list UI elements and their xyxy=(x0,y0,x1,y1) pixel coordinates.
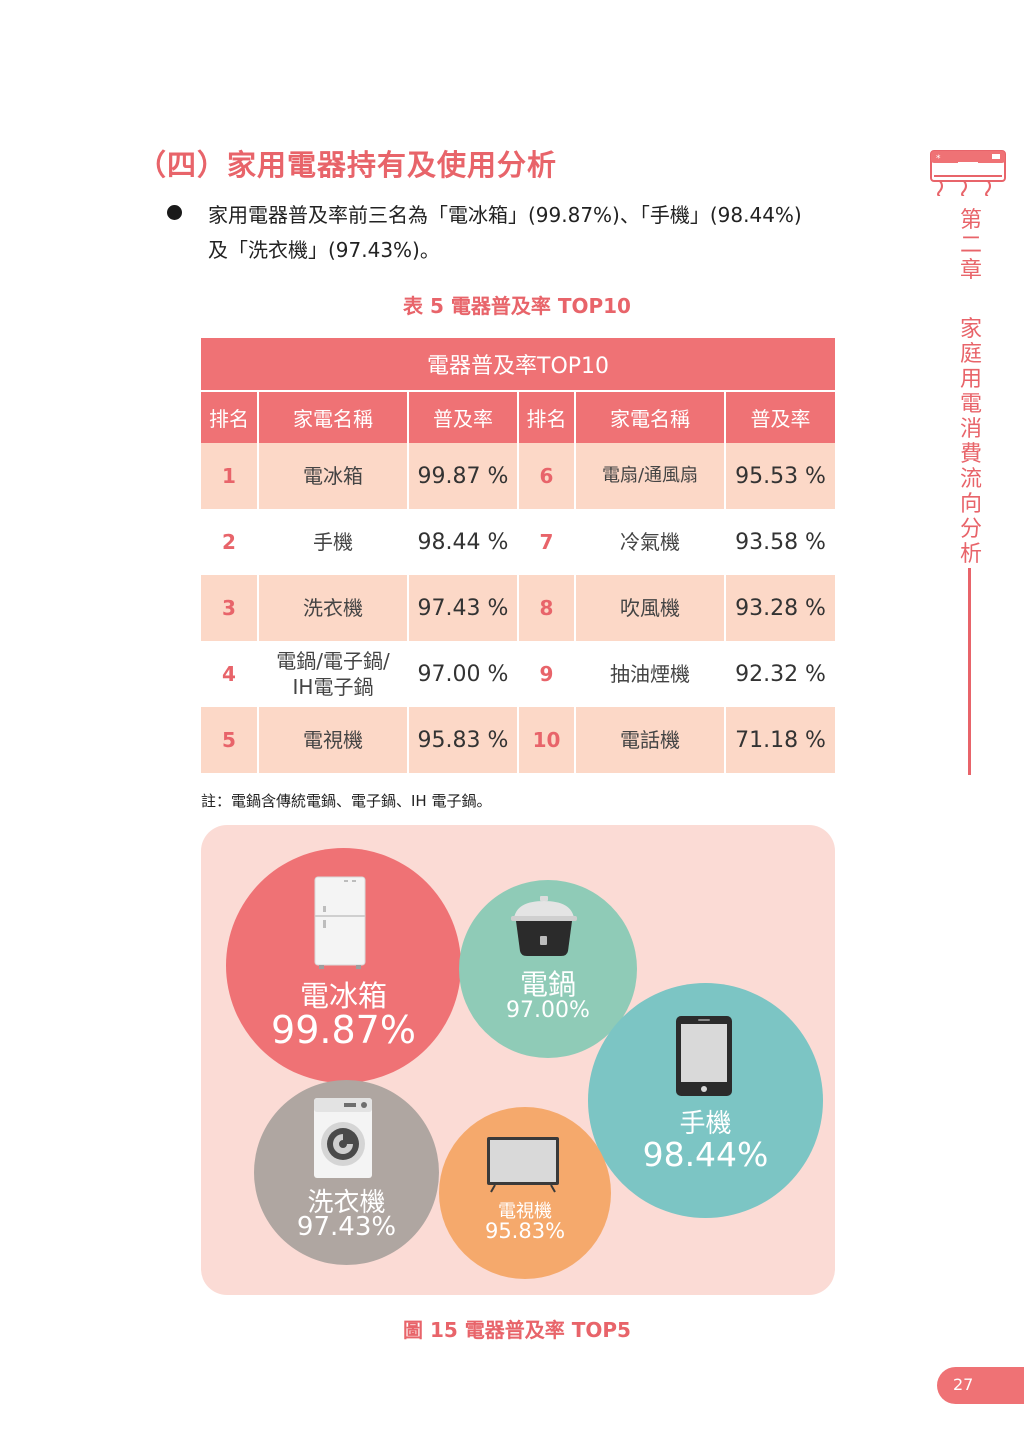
chapter-sidebar: 第二章 家庭用電消費流向分析 xyxy=(958,208,984,567)
rice-cooker-icon xyxy=(511,896,577,956)
appliance-name-cell: 手機 xyxy=(258,509,409,575)
bubble-name: 手機 xyxy=(679,1109,732,1139)
rate-cell: 93.28 % xyxy=(725,575,836,641)
col-header-name: 家電名稱 xyxy=(258,391,409,443)
bubble-mobile-phone: 手機 98.44% xyxy=(588,983,823,1218)
bullet-dot xyxy=(167,205,182,220)
bubble-refrigerator: 電冰箱 99.87% xyxy=(226,848,461,1083)
rank-cell: 3 xyxy=(201,575,259,641)
table-caption: 表 5 電器普及率 TOP10 xyxy=(403,294,631,318)
bubble-rice-cooker: 電鍋 97.00% xyxy=(459,880,637,1058)
bullet-line-1: 家用電器普及率前三名為「電冰箱」(99.87%)、「手機」(98.44%) xyxy=(208,203,802,227)
figure-caption: 圖 15 電器普及率 TOP5 xyxy=(403,1318,631,1342)
air-conditioner-icon: * xyxy=(930,150,1006,196)
washing-machine-icon xyxy=(314,1098,372,1178)
page-number: 27 xyxy=(953,1375,974,1394)
bubble-name: 洗衣機 xyxy=(307,1188,386,1218)
rank-cell: 4 xyxy=(201,641,259,707)
col-header-rank: 排名 xyxy=(201,391,259,443)
page-number-tab: 27 xyxy=(937,1367,1024,1404)
television-icon xyxy=(487,1137,559,1193)
rank-cell: 6 xyxy=(518,443,576,509)
rate-cell: 98.44 % xyxy=(408,509,519,575)
rate-cell: 93.58 % xyxy=(725,509,836,575)
rate-cell: 97.00 % xyxy=(408,641,519,707)
appliance-name-cell: 電扇/通風扇 xyxy=(575,443,726,509)
chapter-label: 第二章 xyxy=(959,208,982,283)
chapter-divider-line xyxy=(968,568,971,775)
appliance-name-cell: 洗衣機 xyxy=(258,575,409,641)
top5-bubble-figure: 電冰箱 99.87% 電鍋 97.00% 手機 98.44% xyxy=(201,825,835,1295)
bubble-rate: 97.00% xyxy=(506,998,590,1023)
appliance-name-cell: 電視機 xyxy=(258,707,409,773)
appliance-name-line-1: 電鍋/電子鍋/ xyxy=(276,649,390,673)
top10-table: 電器普及率TOP10 排名 家電名稱 普及率 排名 家電名稱 普及率 1 電冰箱… xyxy=(201,338,836,773)
rate-cell: 95.53 % xyxy=(725,443,836,509)
col-header-rate: 普及率 xyxy=(408,391,519,443)
table-row: 2 手機 98.44 % 7 冷氣機 93.58 % xyxy=(201,509,836,575)
mobile-phone-icon xyxy=(676,1016,732,1096)
bubble-rate: 98.44% xyxy=(642,1135,769,1174)
appliance-name-cell: 抽油煙機 xyxy=(575,641,726,707)
bubble-name: 電冰箱 xyxy=(299,979,387,1013)
rate-cell: 92.32 % xyxy=(725,641,836,707)
appliance-name-line-2: IH電子鍋 xyxy=(292,675,374,699)
table-note: 註：電鍋含傳統電鍋、電子鍋、IH 電子鍋。 xyxy=(201,792,492,810)
appliance-name-cell: 電鍋/電子鍋/ IH電子鍋 xyxy=(258,641,409,707)
section-title: （四）家用電器持有及使用分析 xyxy=(137,148,558,182)
rate-cell: 95.83 % xyxy=(408,707,519,773)
chapter-title: 家庭用電消費流向分析 xyxy=(959,317,982,567)
appliance-name-cell: 電話機 xyxy=(575,707,726,773)
bubble-rate: 99.87% xyxy=(271,1008,416,1052)
bubble-television: 電視機 95.83% xyxy=(439,1107,611,1279)
svg-text:*: * xyxy=(936,154,941,164)
rate-cell: 71.18 % xyxy=(725,707,836,773)
table-header-row: 電器普及率TOP10 xyxy=(201,338,836,392)
rank-cell: 5 xyxy=(201,707,259,773)
bubble-washing-machine: 洗衣機 97.43% xyxy=(254,1080,439,1265)
bullet-line-2: 及「洗衣機」(97.43%)。 xyxy=(208,238,440,262)
bullet-paragraph: 家用電器普及率前三名為「電冰箱」(99.87%)、「手機」(98.44%) 及「… xyxy=(208,198,868,268)
rank-cell: 7 xyxy=(518,509,576,575)
bubble-name: 電視機 xyxy=(498,1201,552,1222)
col-header-name-2: 家電名稱 xyxy=(575,391,726,443)
rank-cell: 10 xyxy=(518,707,576,773)
rank-cell: 1 xyxy=(201,443,259,509)
table-row: 5 電視機 95.83 % 10 電話機 71.18 % xyxy=(201,707,836,773)
col-header-rate-2: 普及率 xyxy=(725,391,836,443)
appliance-name-cell: 吹風機 xyxy=(575,575,726,641)
bubble-rate: 95.83% xyxy=(484,1219,566,1243)
rate-cell: 97.43 % xyxy=(408,575,519,641)
table-column-headers: 排名 家電名稱 普及率 排名 家電名稱 普及率 xyxy=(201,391,836,443)
table-row: 3 洗衣機 97.43 % 8 吹風機 93.28 % xyxy=(201,575,836,641)
refrigerator-icon xyxy=(314,876,366,969)
rate-cell: 99.87 % xyxy=(408,443,519,509)
rank-cell: 8 xyxy=(518,575,576,641)
bubble-name: 電鍋 xyxy=(519,968,576,1001)
appliance-name-cell: 冷氣機 xyxy=(575,509,726,575)
rank-cell: 2 xyxy=(201,509,259,575)
col-header-rank-2: 排名 xyxy=(518,391,576,443)
table-row: 1 電冰箱 99.87 % 6 電扇/通風扇 95.53 % xyxy=(201,443,836,509)
table-row: 4 電鍋/電子鍋/ IH電子鍋 97.00 % 9 抽油煙機 92.32 % xyxy=(201,641,836,707)
table-header-title: 電器普及率TOP10 xyxy=(201,338,836,392)
appliance-name-cell: 電冰箱 xyxy=(258,443,409,509)
rank-cell: 9 xyxy=(518,641,576,707)
bubble-rate: 97.43% xyxy=(296,1212,397,1242)
